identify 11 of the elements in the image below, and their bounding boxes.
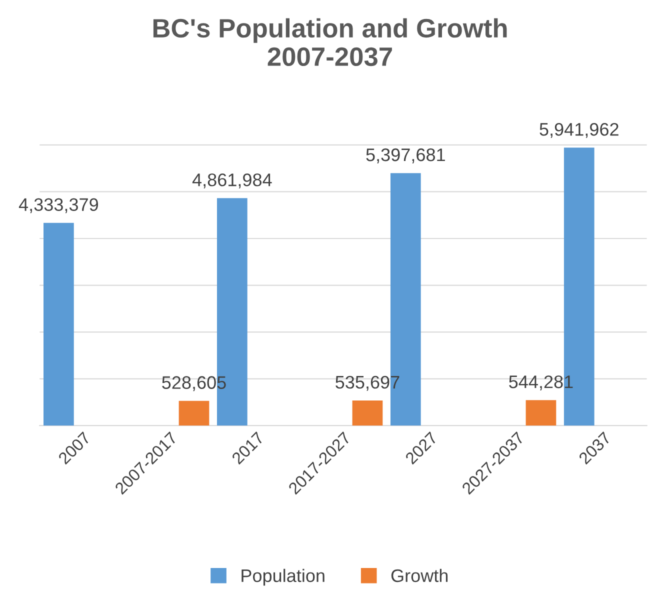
bar (178, 400, 210, 426)
legend-label: Population (242, 568, 324, 586)
legend-label: Growth (391, 568, 448, 582)
bar (526, 400, 556, 426)
bar (44, 222, 74, 426)
data-label: 4,861,984 (192, 173, 272, 188)
data-label: 4,333,379 (18, 198, 98, 214)
bar (352, 400, 383, 426)
data-label: 5,397,681 (366, 148, 445, 164)
chart-title: BC's Population and Growth 2007-2037 (153, 18, 507, 66)
data-label: 5,941,962 (540, 122, 618, 138)
